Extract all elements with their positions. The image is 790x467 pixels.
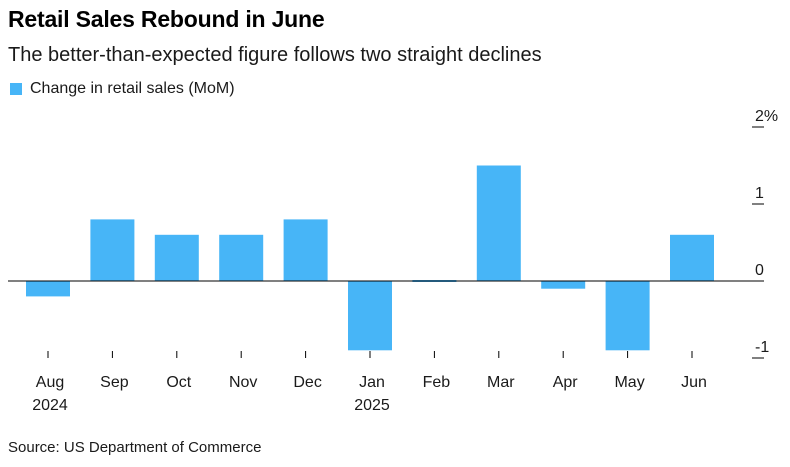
bar-jan xyxy=(348,281,392,351)
bar-jun xyxy=(670,234,714,281)
source-note: Source: US Department of Commerce xyxy=(8,439,262,456)
bar-may xyxy=(605,281,650,351)
x-tick-label: Feb xyxy=(423,374,451,391)
y-tick-label: 2% xyxy=(755,108,778,125)
x-tick-label: Sep xyxy=(100,374,129,391)
x-tick-label: Jun xyxy=(681,374,707,391)
x-tick-label: May xyxy=(614,374,644,391)
bar-sep xyxy=(90,219,135,281)
x-tick-label: Mar xyxy=(487,374,515,391)
x-year-label: 2025 xyxy=(354,397,390,414)
chart-title: Retail Sales Rebound in June xyxy=(8,6,325,32)
legend-swatch xyxy=(10,83,22,95)
x-tick-label: Aug xyxy=(36,374,64,391)
legend: Change in retail sales (MoM) xyxy=(10,80,235,98)
y-tick-label: 0 xyxy=(755,262,764,279)
bar-aug xyxy=(26,281,70,297)
x-tick-label: Jan xyxy=(359,374,385,391)
bar-mar xyxy=(476,165,521,281)
y-tick-label: -1 xyxy=(755,339,769,356)
chart-subtitle: The better-than-expected figure follows … xyxy=(8,44,542,66)
x-tick-label: Apr xyxy=(553,374,579,391)
y-tick-label: 1 xyxy=(755,185,764,202)
x-tick-label: Dec xyxy=(293,374,321,391)
bar-oct xyxy=(154,234,199,281)
legend-label: Change in retail sales (MoM) xyxy=(30,80,235,97)
bar-nov xyxy=(219,234,264,281)
x-tick-label: Oct xyxy=(166,374,191,391)
x-year-label: 2024 xyxy=(32,397,68,414)
bar-dec xyxy=(283,219,328,281)
bar-apr xyxy=(541,281,586,289)
x-tick-label: Nov xyxy=(229,374,257,391)
